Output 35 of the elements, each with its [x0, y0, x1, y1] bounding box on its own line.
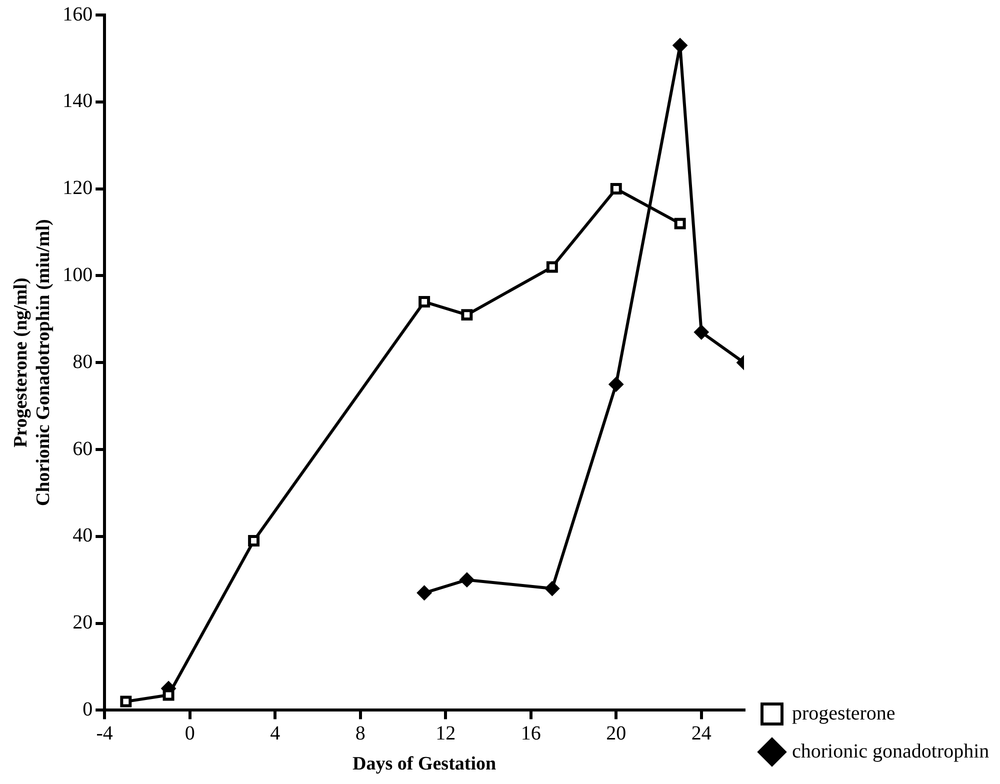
- point: [694, 324, 709, 340]
- point: [248, 535, 260, 546]
- y-tick-label: 140: [62, 90, 93, 112]
- point: [162, 689, 174, 701]
- x-tick-label: 20: [606, 722, 626, 744]
- x-tick-label: -4: [96, 722, 113, 744]
- point: [544, 581, 560, 596]
- x-axis-title: Days of Gestation: [352, 754, 496, 775]
- legend-label: chorionic gonadotrophin: [792, 740, 990, 762]
- point: [546, 261, 558, 273]
- x-tick-label: 16: [520, 722, 541, 744]
- point: [610, 183, 622, 195]
- point: [672, 38, 688, 53]
- point: [674, 218, 686, 230]
- x-tick-label: 12: [436, 722, 456, 744]
- x-tick-label: 24: [691, 722, 712, 744]
- x-tick-label: 0: [184, 722, 195, 744]
- legend-label: progesterone: [792, 702, 896, 724]
- point: [418, 296, 430, 308]
- point: [461, 309, 473, 321]
- y-tick-label: 0: [82, 698, 93, 720]
- y-tick-label: 80: [72, 350, 93, 373]
- y-tick-label: 120: [62, 177, 93, 200]
- x-tick-label: 4: [270, 722, 280, 744]
- point: [416, 585, 432, 600]
- x-tick-label: 8: [355, 722, 366, 744]
- y-axis-title: Progesterone (ng/ml) Chorionic Gonadotrophin (miu/ml): [10, 219, 54, 506]
- point: [459, 572, 474, 588]
- y-tick-label: 160: [62, 3, 93, 26]
- y-tick-label: 20: [72, 612, 93, 634]
- point: [608, 376, 624, 392]
- y-tick-label: 40: [72, 524, 93, 547]
- point: [120, 696, 132, 708]
- y-tick-label: 60: [72, 438, 93, 460]
- y-tick-label: 100: [62, 264, 93, 286]
